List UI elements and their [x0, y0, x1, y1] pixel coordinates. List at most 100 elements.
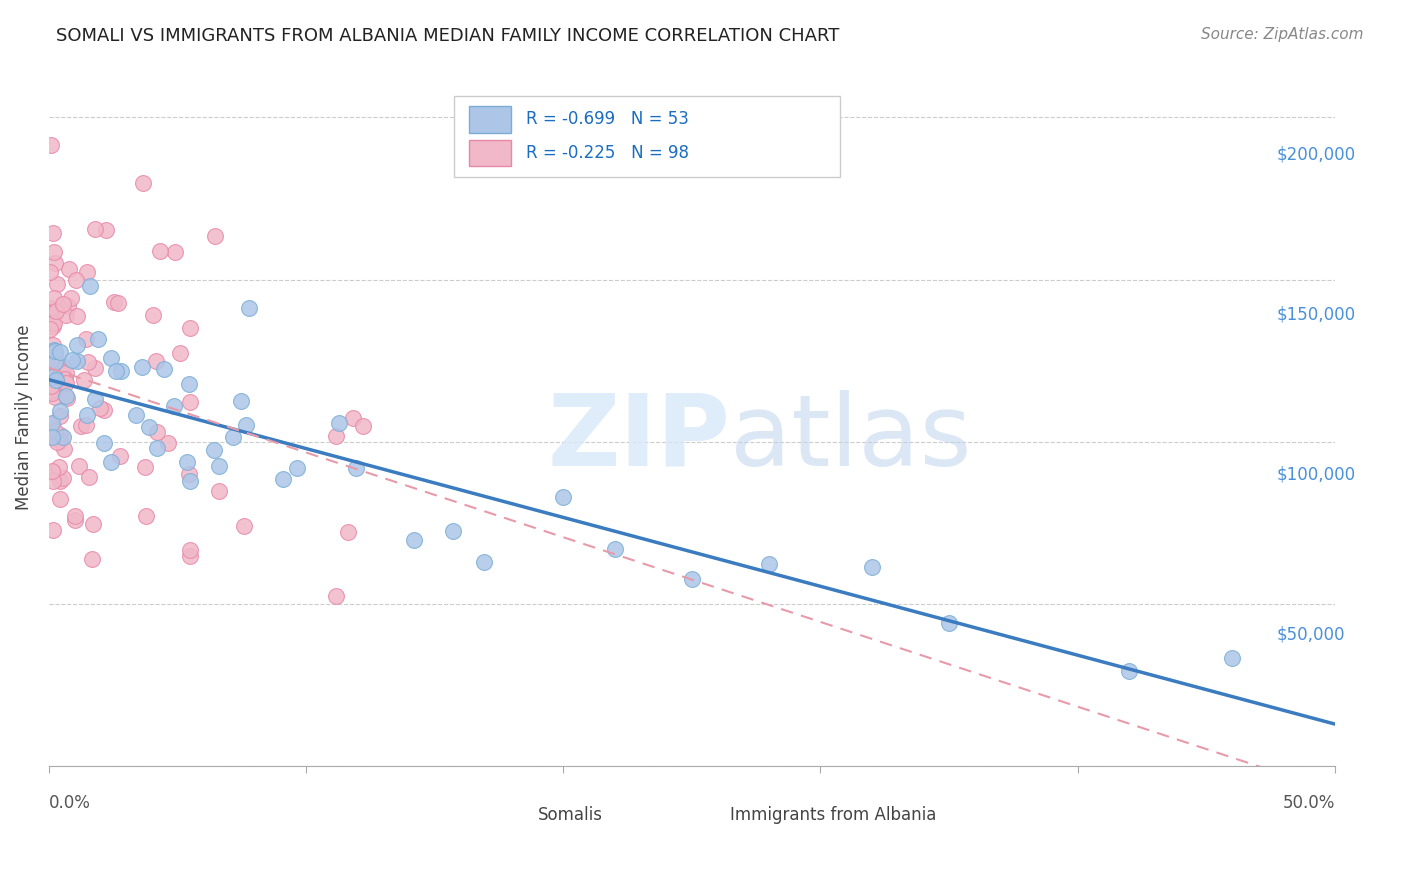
Text: $100,000: $100,000 — [1277, 466, 1355, 483]
Point — [39, 301, 62, 315]
Point — [177, 377, 200, 392]
Point — [84, 222, 107, 236]
Point — [108, 449, 131, 463]
Point — [758, 557, 780, 571]
FancyBboxPatch shape — [454, 96, 839, 177]
Point — [179, 395, 201, 409]
Point — [39, 417, 62, 432]
FancyBboxPatch shape — [470, 106, 510, 133]
Point — [56, 391, 79, 405]
Point — [66, 354, 89, 368]
Point — [41, 429, 63, 443]
Point — [84, 360, 107, 375]
Point — [67, 458, 90, 473]
Point — [344, 461, 367, 475]
Point — [66, 309, 89, 323]
Text: Immigrants from Albania: Immigrants from Albania — [731, 806, 936, 824]
Point — [60, 353, 83, 368]
Point — [42, 337, 65, 351]
Point — [45, 304, 67, 318]
Text: 0.0%: 0.0% — [49, 794, 91, 813]
Point — [42, 226, 65, 240]
Point — [46, 374, 69, 388]
Point — [39, 379, 62, 393]
Point — [441, 524, 464, 539]
Point — [76, 408, 98, 422]
Point — [105, 364, 128, 378]
Point — [42, 382, 65, 396]
Point — [404, 533, 426, 548]
Point — [107, 296, 129, 310]
Text: 50.0%: 50.0% — [1282, 794, 1334, 813]
Point — [176, 455, 198, 469]
Point — [44, 343, 66, 358]
Point — [46, 277, 69, 291]
Point — [49, 364, 72, 378]
Point — [39, 321, 62, 335]
Point — [235, 417, 257, 432]
Point — [681, 572, 703, 586]
Point — [472, 555, 495, 569]
Point — [42, 244, 65, 259]
Point — [80, 552, 103, 566]
Point — [342, 411, 364, 425]
Point — [53, 359, 76, 374]
Point — [41, 417, 63, 431]
Point — [39, 265, 62, 279]
Point — [48, 434, 70, 448]
Point — [93, 402, 115, 417]
Point — [39, 370, 62, 384]
Point — [157, 435, 180, 450]
Point — [229, 394, 252, 409]
Point — [325, 429, 347, 443]
Point — [39, 384, 62, 398]
Point — [44, 343, 66, 358]
Text: R = -0.225   N = 98: R = -0.225 N = 98 — [526, 144, 689, 162]
Point — [179, 321, 201, 335]
Y-axis label: Median Family Income: Median Family Income — [15, 325, 32, 510]
Point — [39, 137, 62, 152]
FancyBboxPatch shape — [679, 804, 720, 830]
Point — [52, 297, 75, 311]
Point — [352, 419, 374, 434]
Point — [177, 467, 200, 481]
Point — [48, 428, 70, 442]
Point — [142, 308, 165, 322]
FancyBboxPatch shape — [486, 804, 527, 830]
Point — [145, 354, 167, 368]
Point — [42, 474, 65, 488]
Point — [44, 424, 66, 438]
Point — [603, 541, 626, 556]
Point — [65, 273, 87, 287]
Point — [76, 265, 98, 279]
Point — [222, 430, 245, 444]
Text: $50,000: $50,000 — [1277, 625, 1346, 643]
Point — [44, 316, 66, 330]
Point — [42, 378, 65, 392]
Point — [41, 464, 63, 478]
Point — [49, 409, 72, 423]
Point — [553, 490, 575, 504]
Point — [55, 389, 77, 403]
Point — [53, 372, 76, 386]
Point — [65, 513, 87, 527]
Point — [39, 354, 62, 368]
Point — [125, 408, 148, 422]
Point — [44, 390, 66, 404]
Point — [49, 344, 72, 359]
Point — [56, 299, 79, 313]
Point — [131, 359, 153, 374]
Text: SOMALI VS IMMIGRANTS FROM ALBANIA MEDIAN FAMILY INCOME CORRELATION CHART: SOMALI VS IMMIGRANTS FROM ALBANIA MEDIAN… — [56, 27, 839, 45]
Point — [89, 401, 111, 416]
Point — [52, 430, 75, 444]
Point — [42, 523, 65, 537]
Point — [271, 472, 294, 486]
Point — [149, 244, 172, 259]
Point — [94, 223, 117, 237]
Point — [44, 369, 66, 384]
Point — [48, 403, 70, 417]
Point — [93, 435, 115, 450]
Point — [138, 420, 160, 434]
Point — [103, 295, 125, 310]
Point — [1220, 651, 1243, 665]
